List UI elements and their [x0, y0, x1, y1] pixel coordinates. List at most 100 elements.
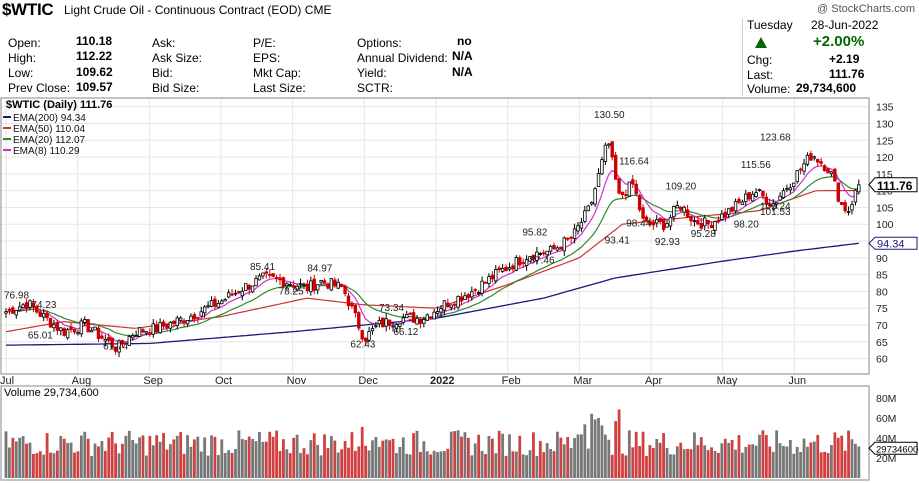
volume-bar-151 [521, 454, 525, 478]
candle-body-249 [857, 184, 861, 193]
candle-body-100 [346, 295, 351, 307]
candle-body-9 [35, 306, 39, 313]
candle-body-241 [829, 171, 834, 175]
price-annotation-2: 65.01 [28, 331, 53, 342]
volume-bar-40 [141, 435, 145, 478]
volume-bar-50 [175, 435, 179, 478]
volume-bar-24 [86, 438, 90, 478]
volume-bar-217 [747, 444, 751, 478]
candle-body-95 [329, 278, 334, 291]
volume-bar-169 [583, 424, 587, 478]
candle-body-191 [658, 217, 662, 223]
volume-bar-66 [230, 452, 234, 478]
volume-bar-34 [121, 443, 124, 478]
candle-body-216 [744, 193, 748, 202]
candle-body-42 [148, 332, 152, 335]
candle-body-116 [401, 317, 406, 323]
volume-bar-178 [614, 421, 618, 478]
volume-bar-21 [76, 451, 80, 478]
volume-bar-107 [371, 440, 374, 478]
high-value: 112.22 [76, 49, 113, 63]
volume-bar-132 [456, 430, 460, 478]
volume-bar-166 [573, 438, 576, 478]
volume-bar-185 [638, 446, 642, 478]
time-axis: Jul Aug Sep Oct Nov Dec 2022 Feb Mar Apr May Jun [0, 375, 806, 387]
volume-bar-58 [203, 437, 207, 478]
candle-body-103 [357, 312, 361, 329]
volume-bar-140 [484, 454, 487, 478]
candle-body-86 [298, 283, 303, 286]
x-tick-4: Nov [287, 375, 307, 387]
volume-bar-54 [189, 446, 193, 478]
candle-body-148 [511, 265, 515, 270]
volume-bar-8 [32, 454, 35, 478]
date: 28-Jun-2022 [811, 18, 879, 32]
volume-bar-170 [586, 448, 590, 478]
volume-bar-198 [682, 449, 686, 478]
candle-body-66 [230, 293, 234, 296]
candle-body-88 [305, 283, 310, 292]
candle-body-157 [542, 252, 546, 255]
candle-body-187 [644, 216, 649, 222]
candle-body-79 [274, 277, 279, 279]
volume-bar-19 [69, 442, 73, 478]
volume-bar-92 [319, 455, 323, 478]
volume-bar-55 [192, 439, 196, 478]
volume-bars [4, 409, 861, 478]
candle-body-194 [668, 217, 673, 227]
candle-body-248 [853, 189, 858, 203]
candle-body-115 [398, 323, 402, 327]
legend-entry-2: EMA(20) 112.07 [13, 135, 86, 146]
volume-bar-84 [292, 437, 296, 478]
candle-body-50 [175, 317, 179, 326]
candle-body-124 [429, 316, 433, 319]
volume-bar-51 [179, 432, 183, 478]
volume-bar-112 [388, 440, 392, 478]
candle-body-141 [487, 276, 491, 284]
quote-table: Open: 110.18 High: 112.22 Low: 109.62 Pr… [0, 20, 919, 98]
candle-body-57 [199, 311, 203, 317]
candle-body-48 [168, 321, 173, 329]
candle-body-135 [466, 294, 471, 299]
candle-body-105 [363, 337, 368, 342]
candle-body-205 [706, 220, 710, 225]
candle-body-76 [264, 271, 269, 274]
volume-bar-139 [480, 450, 484, 478]
volume-bar-110 [381, 440, 385, 478]
x-tick-7: Feb [502, 375, 521, 387]
volume-bar-155 [535, 455, 539, 478]
price-annotation-23: 101.53 [760, 207, 791, 218]
last-price-label: 111.76 [877, 179, 913, 193]
volume-bar-141 [487, 436, 491, 478]
candle-body-17 [62, 328, 66, 336]
volume-bar-171 [590, 413, 594, 478]
volume-bar-17 [62, 438, 66, 478]
volume-bar-33 [117, 453, 121, 478]
volume-bar-118 [408, 454, 412, 478]
volume-bar-5 [21, 436, 25, 478]
volume-bar-100 [347, 447, 350, 478]
low-label: Low: [8, 66, 34, 80]
volume-bar-67 [234, 448, 237, 478]
volume-bar-18 [66, 443, 70, 478]
ema200-path [6, 242, 859, 346]
candle-body-75 [261, 272, 265, 277]
volume-bar-117 [405, 453, 409, 478]
volume-bar-219 [754, 445, 758, 478]
volume-bar-53 [186, 435, 189, 478]
ema50-line [5, 189, 859, 333]
volume-bar-174 [600, 425, 604, 478]
volume-bar-223 [768, 446, 772, 478]
volume-bar-184 [634, 431, 638, 478]
candle-body-28 [100, 335, 104, 339]
sctr-label: SCTR: [357, 81, 393, 95]
volume-bar-142 [490, 438, 494, 478]
last-size-label: Last Size: [253, 81, 306, 95]
candle-body-172 [593, 188, 597, 205]
price-annotation-6: 78.25 [279, 286, 304, 297]
volume-panel-border [0, 385, 870, 481]
volume-bar-197 [679, 442, 683, 478]
candle-body-47 [165, 323, 169, 329]
candle-body-83 [288, 284, 292, 286]
